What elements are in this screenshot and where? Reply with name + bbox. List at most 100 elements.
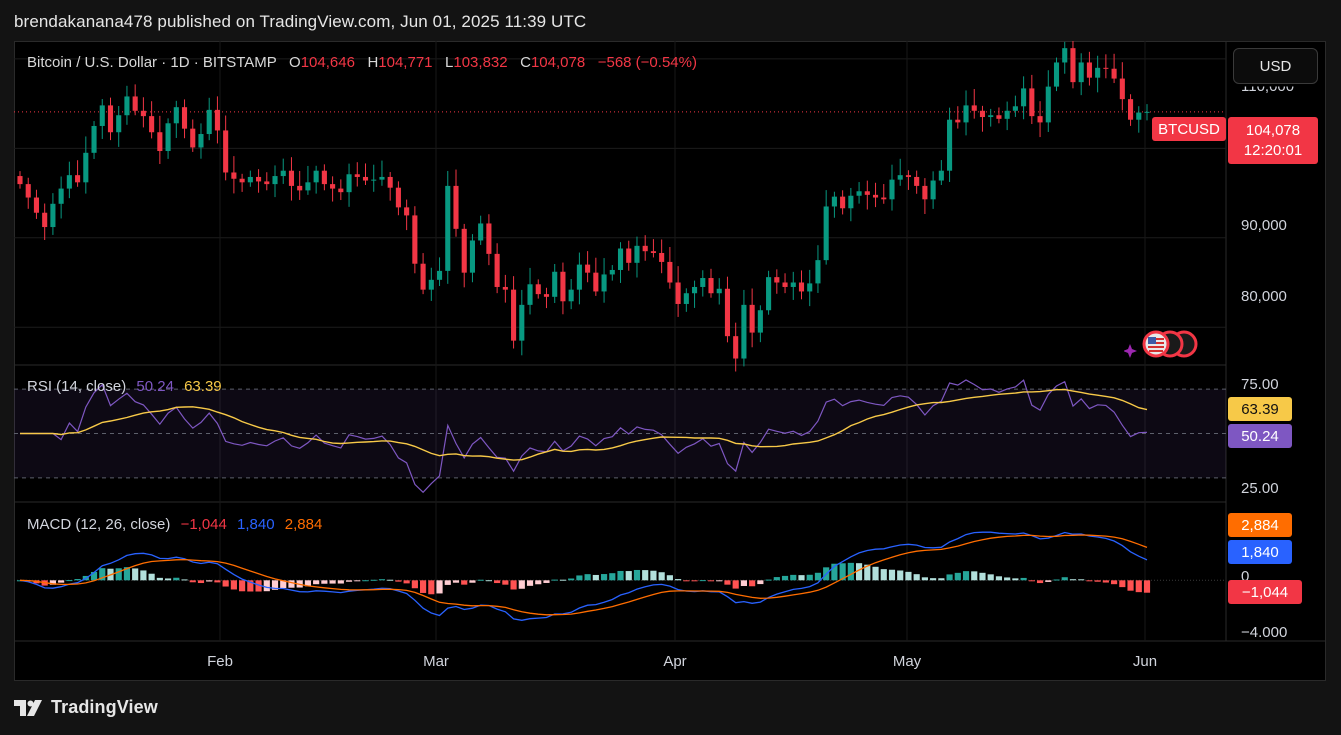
symbol-header: Bitcoin / U.S. Dollar · 1D · BITSTAMP O1… — [27, 54, 697, 71]
macd-histogram-bar — [387, 579, 394, 581]
candle-body — [25, 184, 31, 198]
footer-brand-text: TradingView — [51, 697, 158, 717]
chart-canvas[interactable] — [14, 41, 1326, 681]
y-tick-110000: 110,000 — [1241, 78, 1295, 96]
candle-body — [840, 196, 846, 209]
macd-histogram-bar — [716, 580, 723, 582]
tradingview-brand[interactable]: TradingView — [14, 697, 158, 718]
macd-histogram-bar — [913, 574, 920, 581]
candle-body — [198, 134, 204, 148]
macd-histogram-bar — [469, 580, 476, 583]
macd-histogram-bar — [74, 579, 81, 581]
candle-body — [988, 115, 994, 118]
macd-histogram-bar — [189, 580, 196, 583]
events-flags-icon[interactable] — [1124, 330, 1204, 360]
candle-body — [527, 284, 533, 305]
candle-body — [881, 197, 887, 200]
macd-histogram-bar — [839, 563, 846, 581]
candle-body — [338, 188, 344, 193]
macd-legend: MACD (12, 26, close) −1,044 1,840 2,884 — [27, 516, 322, 533]
open-value: 104,646 — [300, 54, 355, 71]
macd-histogram-bar — [650, 570, 657, 581]
macd-histogram-bar — [847, 562, 854, 581]
candle-body — [494, 253, 500, 287]
candle-body — [354, 174, 360, 177]
candle-body — [815, 260, 821, 284]
macd-hist-legend: −1,044 — [180, 516, 227, 533]
macd-histogram-bar — [568, 578, 575, 581]
macd-histogram-bar — [1135, 580, 1142, 593]
macd-histogram-bar — [66, 580, 73, 582]
macd-histogram-bar — [378, 579, 386, 581]
macd-histogram-bar — [1119, 580, 1126, 588]
candle-body — [206, 109, 212, 135]
macd-histogram-bar — [173, 577, 180, 581]
candle-body — [1004, 110, 1010, 119]
candle-body — [231, 172, 237, 179]
candle-body — [576, 264, 582, 290]
macd-histogram-bar — [740, 580, 747, 587]
macd-histogram-bar — [790, 574, 797, 581]
macd-histogram-bar — [526, 580, 534, 586]
candle-body — [420, 263, 426, 290]
macd-histogram-bar — [370, 579, 377, 581]
high-label: H — [367, 54, 379, 71]
macd-histogram-bar — [1028, 580, 1035, 582]
macd-histogram-bar — [132, 568, 139, 581]
candle-body — [486, 223, 492, 254]
macd-histogram-bar — [148, 573, 155, 581]
macd-histogram-bar — [1020, 577, 1027, 581]
candle-body — [971, 105, 977, 111]
candle-body — [428, 279, 434, 290]
currency-button[interactable]: USD — [1233, 48, 1318, 84]
candle-body — [1144, 111, 1150, 113]
macd-histogram-bar — [99, 568, 106, 581]
macd-histogram-bar — [1078, 579, 1085, 581]
candle-body — [543, 294, 550, 297]
macd-histogram-bar — [683, 580, 690, 582]
rsi-ma-line — [20, 388, 1148, 461]
candle-body — [963, 105, 969, 123]
candle-body — [733, 336, 739, 359]
macd-histogram-bar — [633, 569, 641, 581]
candle-body — [955, 119, 961, 123]
macd-value-legend: 1,840 — [237, 516, 275, 533]
candle-body — [412, 215, 418, 264]
candle-body — [659, 252, 665, 262]
candle-body — [831, 196, 837, 207]
macd-histogram-bar — [461, 580, 468, 585]
candle-body — [256, 176, 262, 182]
macd-histogram-bar — [123, 567, 131, 581]
x-tick-apr: Apr — [663, 653, 687, 670]
macd-histogram-bar — [798, 575, 805, 581]
macd-histogram-bar — [411, 580, 418, 589]
y-tick-90000: 90,000 — [1241, 217, 1287, 234]
macd-histogram-bar — [494, 580, 501, 584]
macd-histogram-bar — [1004, 577, 1011, 581]
candle-body — [683, 293, 689, 304]
rsi-tag: 50.24 — [1228, 424, 1292, 448]
macd-histogram-bar — [888, 569, 896, 581]
macd-histogram-bar — [814, 572, 822, 581]
candle-body — [66, 175, 72, 189]
economic-events[interactable] — [1124, 330, 1204, 360]
macd-histogram-bar — [971, 571, 978, 581]
candle-body — [140, 110, 146, 117]
macd-histogram-bar — [880, 569, 887, 581]
rsi-tick-75: 75.00 — [1241, 376, 1279, 393]
macd-histogram-bar — [691, 580, 698, 582]
rsi-ma-tag: 63.39 — [1228, 397, 1292, 421]
close-value: 104,078 — [530, 54, 586, 71]
macd-histogram-bar — [444, 580, 451, 585]
last-price-tag: 104,078 12:20:01 — [1228, 117, 1318, 164]
candle-body — [362, 176, 369, 181]
macd-histogram-bar — [230, 580, 237, 590]
candle-body — [1127, 99, 1134, 120]
high-value: 104,771 — [378, 54, 433, 71]
candle-body — [650, 251, 656, 253]
candle-body — [996, 115, 1002, 119]
candle-body — [239, 178, 245, 183]
candle-body — [124, 96, 130, 116]
macd-signal-tag: 2,884 — [1228, 513, 1292, 537]
macd-histogram-bar — [1012, 578, 1019, 581]
